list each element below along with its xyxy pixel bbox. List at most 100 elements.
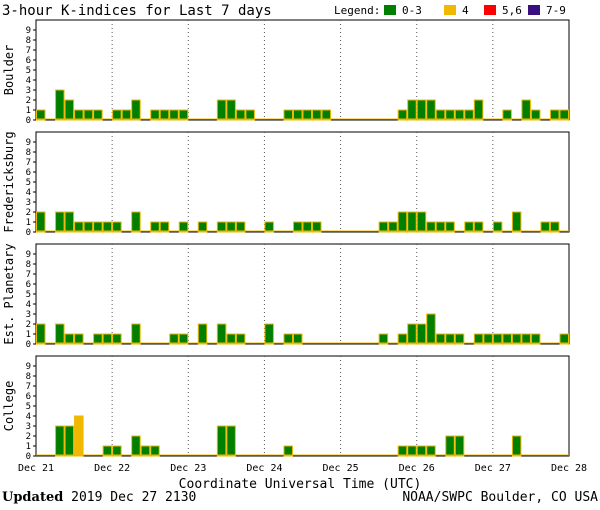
- k-bar: [216, 323, 227, 345]
- y-tick-label: 3: [26, 310, 31, 320]
- k-bar: [312, 109, 322, 121]
- legend-item-label: 5,6: [502, 4, 522, 17]
- y-tick-label: 2: [26, 96, 31, 106]
- k-bar: [454, 333, 465, 345]
- k-bar: [454, 109, 465, 121]
- k-bar: [464, 109, 474, 121]
- y-tick-label: 5: [26, 402, 31, 412]
- k-bar: [292, 109, 303, 121]
- k-bar: [55, 425, 65, 457]
- k-bar: [445, 109, 455, 121]
- k-bar: [112, 333, 122, 345]
- k-bar: [416, 99, 427, 121]
- y-tick-label: 4: [26, 412, 31, 422]
- y-tick-label: 5: [26, 290, 31, 300]
- k-bar: [283, 333, 293, 345]
- y-tick-label: 9: [26, 250, 31, 260]
- y-tick-label: 9: [26, 26, 31, 36]
- k-bar: [397, 211, 408, 233]
- panels: 0123456789Boulder0123456789Fredericksbur…: [2, 19, 570, 462]
- k-bar: [292, 333, 303, 345]
- k-bar: [226, 221, 236, 233]
- k-bar: [464, 221, 474, 233]
- x-tick-label: Dec 27: [475, 463, 511, 474]
- k-bar: [321, 109, 332, 121]
- k-bar: [435, 333, 446, 345]
- k-bar: [226, 99, 236, 121]
- k-index-chart: 3-hour K-indices for Last 7 days Legend:…: [2, 3, 587, 490]
- k-bar: [426, 445, 436, 457]
- k-bar: [226, 333, 236, 345]
- y-tick-label: 6: [26, 56, 31, 66]
- y-tick-label: 8: [26, 148, 31, 158]
- k-bar: [178, 109, 189, 121]
- k-bar: [131, 211, 141, 233]
- x-axis: Coordinate Universal Time (UTC) Dec 21 De…: [18, 463, 587, 490]
- k-bar: [511, 435, 522, 457]
- k-bar: [492, 333, 503, 345]
- y-tick-label: 0: [26, 228, 31, 238]
- k-bar: [530, 333, 541, 345]
- k-bar: [64, 211, 75, 233]
- k-bar: [264, 221, 274, 233]
- k-bar: [112, 445, 122, 457]
- k-bar: [64, 99, 75, 121]
- y-tick-label: 8: [26, 372, 31, 382]
- k-bar: [292, 221, 303, 233]
- y-tick-label: 9: [26, 138, 31, 148]
- k-bar: [159, 221, 170, 233]
- k-bar: [426, 313, 436, 345]
- y-tick-label: 1: [26, 330, 31, 340]
- k-bar: [245, 109, 255, 121]
- y-tick-label: 1: [26, 442, 31, 452]
- k-bar: [64, 425, 75, 457]
- panel-frame: [35, 131, 570, 233]
- k-bar: [235, 333, 246, 345]
- k-bar: [121, 109, 132, 121]
- k-bar: [407, 445, 417, 457]
- updated-line: Updated 2019 Dec 27 2130: [2, 490, 196, 505]
- k-bar: [511, 333, 522, 345]
- y-tick-label: 7: [26, 382, 31, 392]
- k-bar: [150, 109, 160, 121]
- x-tick-label: Dec 25: [323, 463, 359, 474]
- panel-label: Boulder: [2, 45, 16, 96]
- k-bar: [549, 109, 560, 121]
- k-bar: [483, 333, 493, 345]
- x-tick-label: Dec 26: [399, 463, 435, 474]
- x-tick-label: Dec 22: [94, 463, 130, 474]
- k-bar: [74, 109, 84, 121]
- k-bar: [445, 435, 455, 457]
- k-bar: [416, 323, 427, 345]
- k-bar: [502, 333, 512, 345]
- k-bar: [416, 211, 427, 233]
- panel-frame: [35, 19, 570, 121]
- y-tick-label: 0: [26, 340, 31, 350]
- k-bar: [102, 221, 113, 233]
- k-bar: [216, 425, 227, 457]
- y-tick-label: 2: [26, 208, 31, 218]
- k-bar: [55, 89, 65, 121]
- y-tick-label: 4: [26, 188, 31, 198]
- k-bar: [36, 211, 46, 233]
- k-bar: [55, 323, 65, 345]
- k-bar: [445, 333, 455, 345]
- legend-item-label: 4: [462, 4, 469, 17]
- panel-frame: [35, 243, 570, 345]
- k-bar: [83, 221, 94, 233]
- k-bar: [473, 221, 484, 233]
- y-tick-label: 5: [26, 178, 31, 188]
- legend-item-label: 0-3: [402, 4, 422, 17]
- legend-swatch: [444, 5, 456, 15]
- k-bar: [445, 221, 455, 233]
- k-bar: [426, 221, 436, 233]
- k-bar: [55, 211, 65, 233]
- k-bar: [435, 109, 446, 121]
- panel-label: College: [2, 381, 16, 432]
- k-bar: [131, 323, 141, 345]
- k-bar: [521, 333, 531, 345]
- legend-label: Legend:: [334, 4, 380, 17]
- k-bar: [502, 109, 512, 121]
